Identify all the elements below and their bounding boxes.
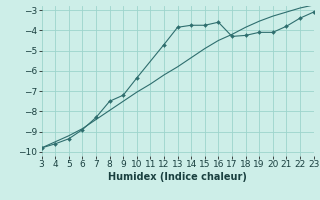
- X-axis label: Humidex (Indice chaleur): Humidex (Indice chaleur): [108, 172, 247, 182]
